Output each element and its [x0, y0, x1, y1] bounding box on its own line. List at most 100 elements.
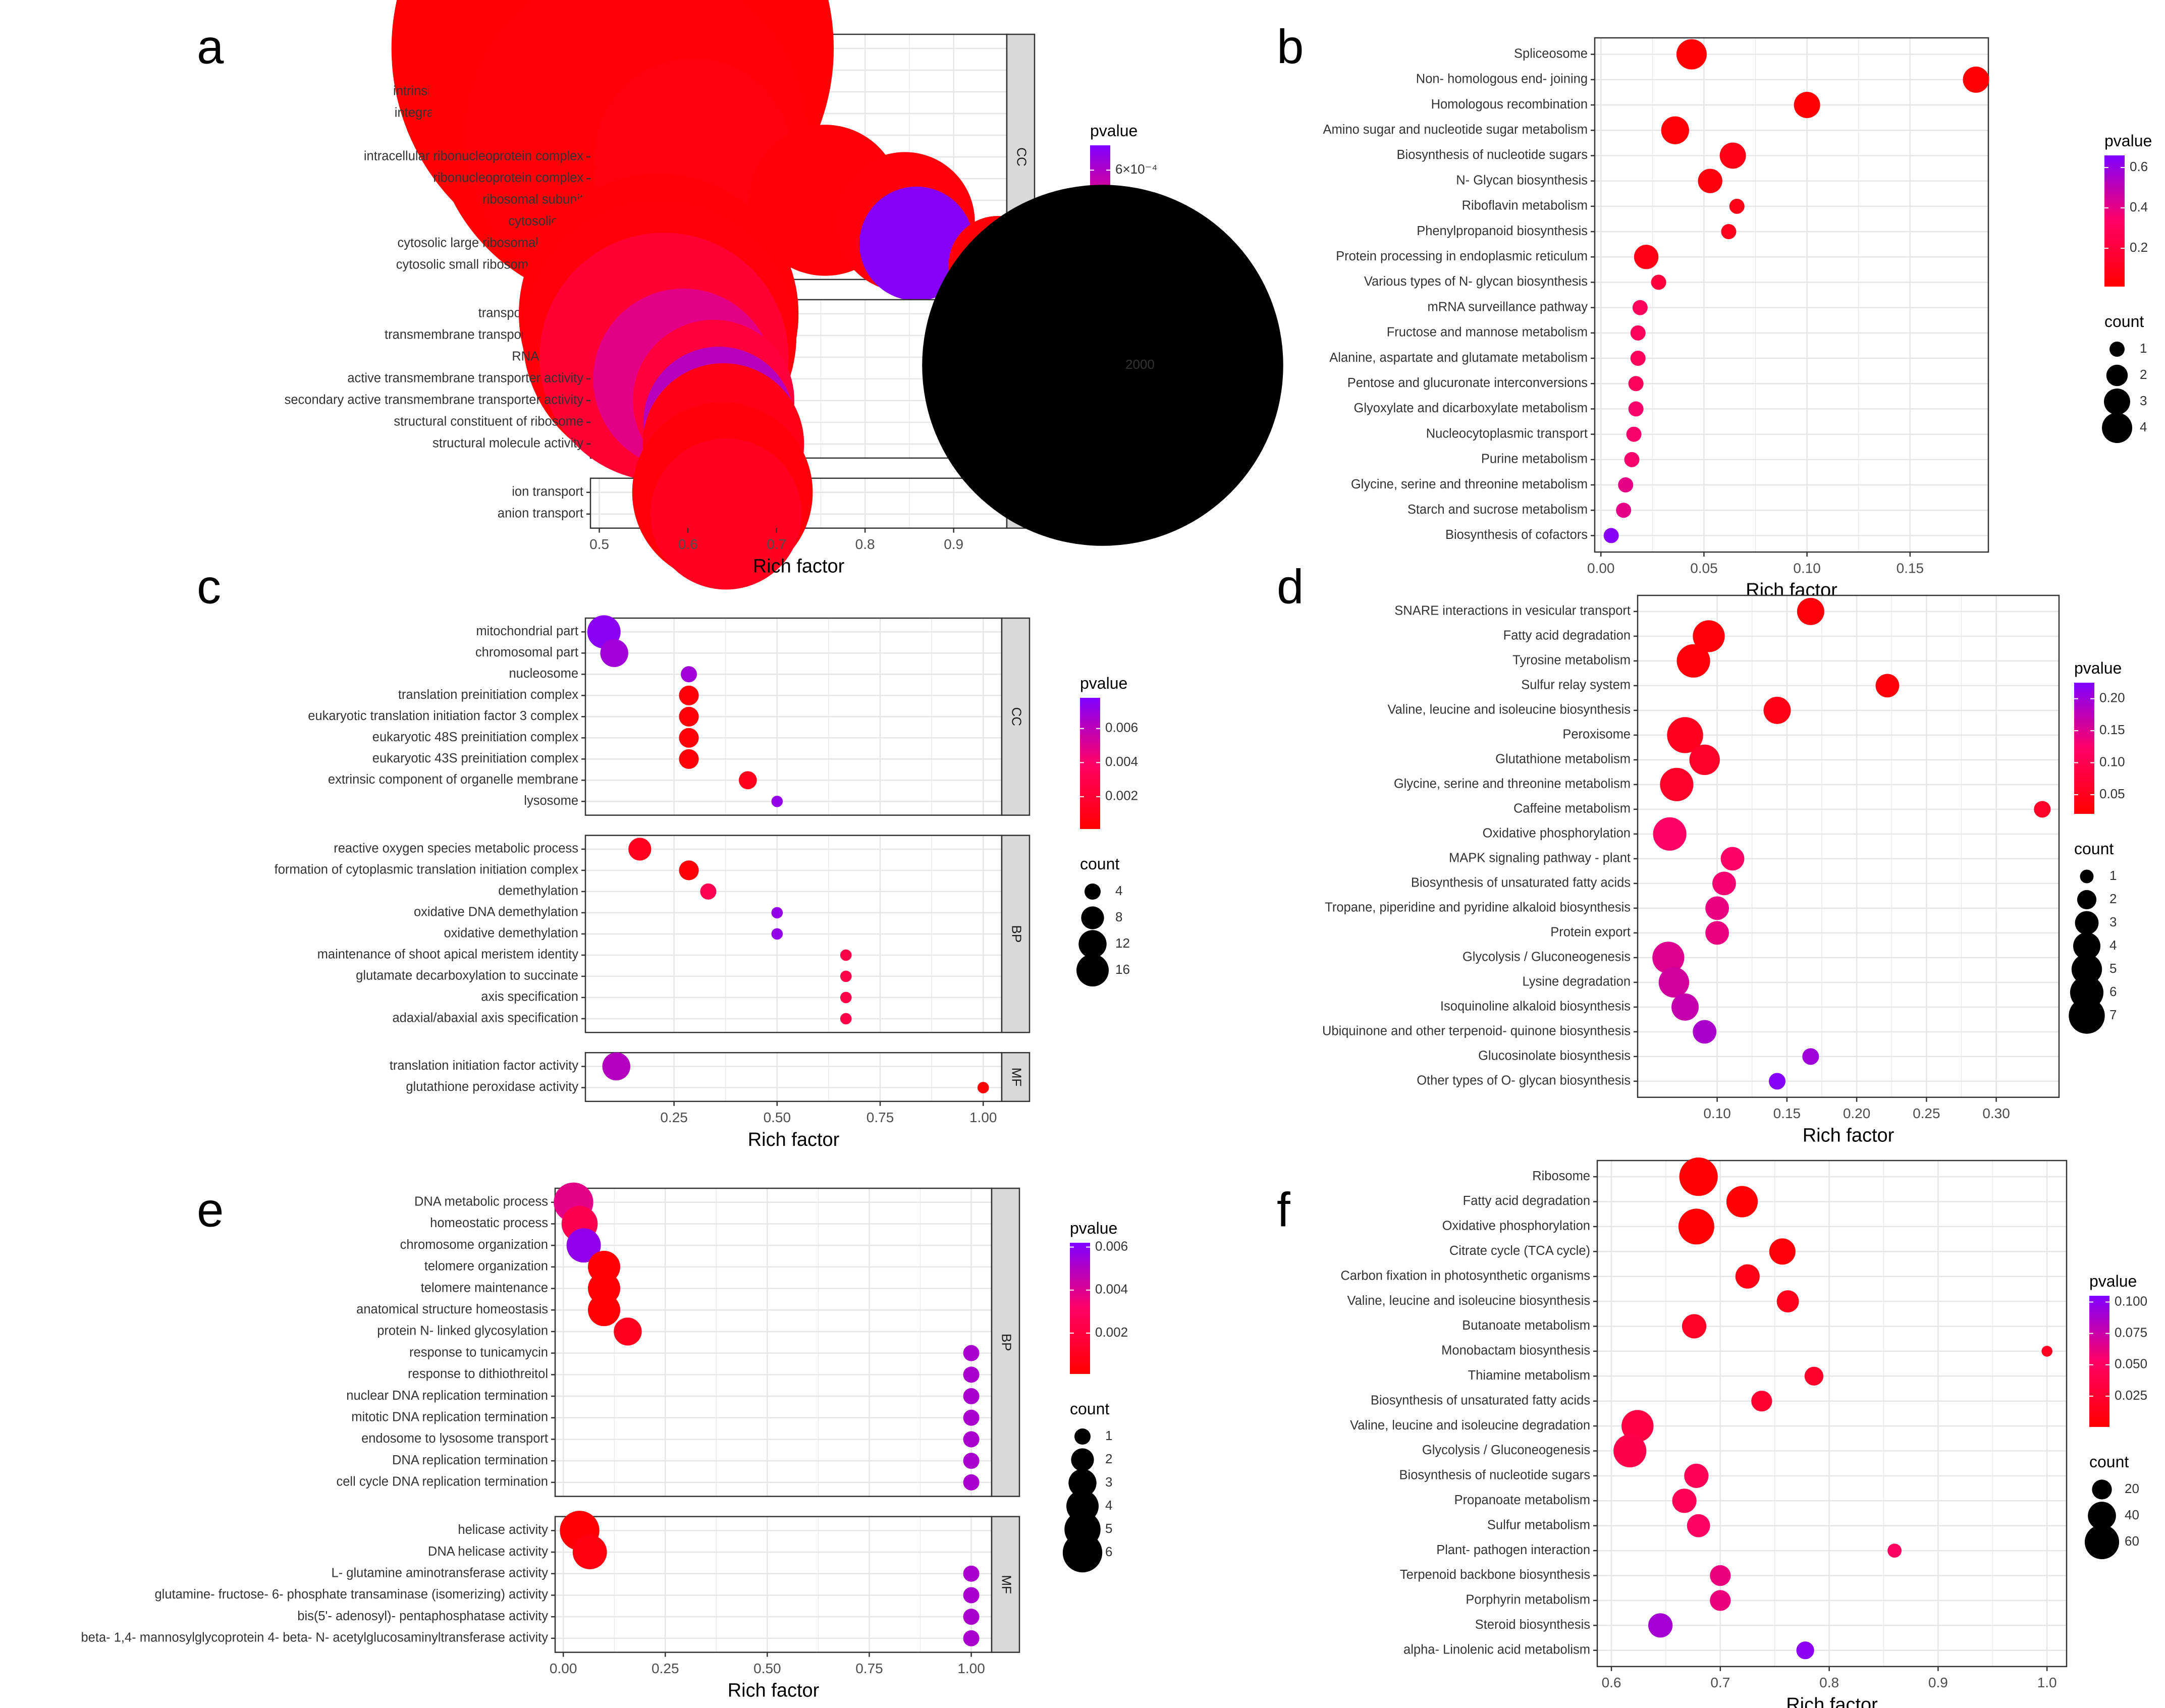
term-label: formation of cytoplasmic translation ini…: [275, 863, 579, 877]
x-tick-label: 0.5: [589, 536, 609, 552]
facet-strip-label: BP: [1009, 925, 1024, 943]
term-label: adaxial/abaxial axis specification: [392, 1011, 578, 1025]
data-point: [1698, 169, 1722, 193]
facet-d-all: SNARE interactions in vesicular transpor…: [1322, 594, 2060, 1098]
term-label: beta- 1,4- mannosylglycoprotein 4- beta-…: [81, 1631, 549, 1645]
term-label: oxidative demethylation: [444, 926, 579, 941]
data-point: [1712, 871, 1736, 896]
term-label: Glycolysis / Gluconeogenesis: [1422, 1443, 1590, 1457]
legend-color-tick-label: 0.004: [1095, 1282, 1128, 1297]
term-label: mitochondrial part: [476, 624, 578, 638]
term-label: lysosome: [524, 794, 578, 808]
data-point: [628, 838, 652, 861]
data-point: [1630, 351, 1646, 366]
data-point: [1603, 528, 1619, 543]
x-tick-label: 0.7: [767, 536, 786, 552]
x-tick-label: 0.25: [652, 1661, 679, 1676]
term-label: N- Glycan biosynthesis: [1456, 173, 1588, 187]
legend-size-label: 6: [2109, 984, 2117, 999]
legend-size-label: 3: [2109, 914, 2117, 929]
data-point: [1689, 744, 1720, 776]
term-label: endosome to lysosome transport: [361, 1431, 548, 1446]
data-point: [963, 1587, 980, 1604]
term-label: active transmembrane transporter activit…: [347, 371, 583, 385]
legend-color-title: pvalue: [2104, 132, 2152, 150]
term-label: ribonucleoprotein complex: [433, 171, 583, 185]
term-label: Fatty acid degradation: [1463, 1194, 1590, 1208]
data-point: [1634, 245, 1659, 269]
data-point: [1776, 1290, 1799, 1313]
facet-strip: [991, 1187, 1020, 1497]
data-point: [1648, 1613, 1673, 1638]
facet-e-MF: MF helicase activity DNA helicase activity…: [81, 1511, 1020, 1653]
term-label: Steroid biosynthesis: [1475, 1618, 1590, 1632]
legend-size-label: 2: [2109, 891, 2117, 906]
facet-b-all: Spliceosome Non- homologous end- joining H…: [1323, 37, 1989, 553]
term-label: chromosome organization: [400, 1238, 548, 1252]
data-point: [1628, 376, 1644, 392]
x-tick-label: 0.9: [1928, 1675, 1948, 1690]
term-label: Carbon fixation in photosynthetic organi…: [1340, 1269, 1590, 1283]
term-label: eukaryotic 43S preinitiation complex: [372, 751, 578, 765]
term-label: Other types of O- glycan biosynthesis: [1417, 1074, 1631, 1088]
legend-size-point: [2106, 364, 2128, 387]
facet-strip-label: MF: [999, 1575, 1014, 1594]
legend-size-label: 4: [1115, 883, 1122, 898]
term-label: Purine metabolism: [1481, 452, 1588, 466]
data-point: [1630, 325, 1646, 341]
term-label: Valine, leucine and isoleucine degradati…: [1350, 1418, 1590, 1432]
legend-size-label: 16: [1115, 962, 1130, 977]
term-label: SNARE interactions in vesicular transpor…: [1394, 604, 1631, 618]
data-point: [771, 928, 783, 940]
term-label: structural constituent of ribosome: [394, 415, 583, 429]
panel-label-f: f: [1277, 1183, 1290, 1237]
data-point: [1751, 1391, 1772, 1412]
x-tick-label: 1.0: [2037, 1675, 2057, 1690]
x-tick-label: 0.25: [1913, 1106, 1940, 1121]
term-label: Fructose and mannose metabolism: [1387, 325, 1588, 340]
term-label: Sulfur relay system: [1521, 678, 1631, 692]
data-point: [963, 1474, 980, 1491]
data-point: [1735, 1264, 1760, 1289]
data-point: [1769, 1238, 1796, 1265]
term-label: maintenance of shoot apical meristem ide…: [317, 948, 579, 962]
legend-color-title: pvalue: [1090, 122, 1138, 140]
legend-size-point: [922, 185, 1283, 546]
data-point: [1710, 1590, 1731, 1611]
term-label: Oxidative phosphorylation: [1483, 827, 1631, 841]
term-label: Sulfur metabolism: [1487, 1518, 1590, 1532]
data-point: [963, 1388, 980, 1405]
legend-size-title: count: [1070, 1400, 1109, 1418]
panel-label-d: d: [1277, 560, 1304, 614]
term-label: anatomical structure homeostasis: [356, 1302, 548, 1316]
legend-size-point: [2071, 954, 2102, 985]
legend-color-tick-label: 0.002: [1095, 1325, 1128, 1340]
legend-color-tick-label: 0.6: [2130, 159, 2148, 174]
data-point: [1667, 717, 1703, 753]
facet-c-CC: CC mitochondrial part chromosomal part nucl…: [308, 615, 1031, 816]
x-tick-label: 0.75: [867, 1110, 894, 1125]
legend-size-point: [2102, 413, 2132, 443]
x-tick-label: 0.8: [1819, 1675, 1839, 1690]
data-point: [614, 1317, 642, 1346]
term-label: L- glutamine aminotransferase activity: [332, 1566, 549, 1580]
x-axis-title: Rich factor: [753, 556, 845, 577]
legend-color-tick-label: 0.002: [1105, 788, 1138, 803]
legend-color-tick-label: 0.05: [2099, 786, 2125, 801]
legend-color-title: pvalue: [2089, 1272, 2137, 1290]
data-point: [566, 1228, 601, 1263]
data-point: [600, 639, 628, 668]
facet-border: [1596, 1160, 2068, 1668]
data-point: [1613, 1434, 1647, 1468]
term-label: cell cycle DNA replication termination: [336, 1475, 548, 1489]
x-tick-label: 1.00: [969, 1110, 997, 1125]
term-label: Thiamine metabolism: [1468, 1368, 1590, 1383]
facet-strip: [1001, 835, 1031, 1033]
x-tick-label: 0.6: [678, 536, 698, 552]
legend-color-tick-label: 6×10⁻⁴: [1115, 161, 1157, 177]
legend-color-bar: [2074, 683, 2094, 814]
data-point: [1632, 300, 1648, 315]
facet-strip-label: CC: [1014, 147, 1030, 167]
data-point: [1671, 993, 1699, 1021]
legend-d: pvalue 0.05 0.10 0.15 0.20 count 1 2 3 4 5 6 7: [2069, 659, 2125, 1034]
